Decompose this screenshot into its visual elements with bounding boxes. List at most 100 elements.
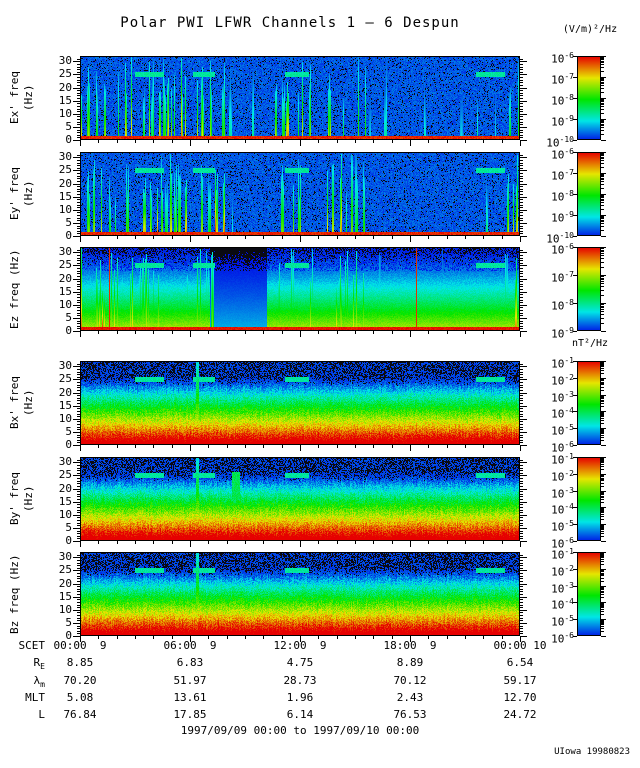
- axis-tick: [520, 398, 523, 399]
- axis-tick: [520, 184, 527, 185]
- axis-tick: [502, 445, 503, 448]
- axis-tick: [153, 331, 154, 334]
- axis-tick: [520, 160, 523, 161]
- axis-tick: [601, 512, 604, 513]
- axis-tick: [601, 492, 604, 493]
- axis-tick: [135, 140, 136, 143]
- axis-tick: [117, 636, 118, 639]
- axis-tick: [98, 445, 99, 448]
- axis-tick: [601, 478, 604, 479]
- axis-tick: [520, 323, 523, 324]
- axis-tick: [601, 445, 606, 446]
- axis-tick: [520, 628, 523, 629]
- axis-tick: [73, 445, 80, 446]
- axis-tick: [601, 626, 604, 627]
- axis-tick: [73, 366, 80, 367]
- axis-tick: [465, 331, 466, 334]
- axis-tick: [573, 119, 577, 120]
- ytick-label: 5: [65, 119, 72, 133]
- axis-tick: [77, 565, 80, 566]
- axis-tick: [601, 247, 606, 248]
- axis-tick: [77, 186, 80, 187]
- axis-tick: [73, 557, 80, 558]
- axis-tick: [77, 473, 80, 474]
- axis-tick: [601, 363, 604, 364]
- axis-tick: [601, 602, 606, 603]
- spectrogram-Bx: [80, 361, 520, 445]
- axis-tick: [601, 413, 604, 414]
- ytick-label: 30: [58, 455, 72, 469]
- axis-tick: [520, 555, 523, 556]
- axis-tick: [410, 331, 411, 337]
- axis-tick: [73, 292, 80, 293]
- axis-tick: [601, 58, 604, 59]
- axis-tick: [77, 408, 80, 409]
- axis-tick: [263, 236, 264, 239]
- axis-tick: [520, 364, 523, 365]
- axis-tick: [428, 636, 429, 639]
- axis-tick: [428, 236, 429, 239]
- axis-tick: [601, 304, 604, 305]
- axis-tick: [601, 99, 604, 100]
- axis-tick: [410, 445, 411, 451]
- axis-tick: [601, 428, 606, 429]
- eph-value: 24.72: [503, 708, 537, 721]
- axis-tick: [465, 541, 466, 544]
- axis-tick: [520, 382, 523, 383]
- axis-tick: [520, 122, 523, 123]
- axis-tick: [601, 230, 604, 231]
- axis-tick: [601, 420, 604, 421]
- axis-tick: [77, 178, 80, 179]
- axis-tick: [601, 475, 604, 476]
- axis-tick: [428, 541, 429, 544]
- axis-tick: [573, 586, 577, 587]
- axis-tick: [520, 61, 527, 62]
- axis-tick: [601, 459, 604, 460]
- axis-tick: [520, 210, 527, 211]
- axis-tick: [520, 328, 523, 329]
- axis-tick: [520, 403, 523, 404]
- axis-tick: [601, 499, 604, 500]
- axis-tick: [573, 552, 577, 553]
- axis-tick: [520, 578, 523, 579]
- axis-tick: [601, 221, 604, 222]
- axis-tick: [337, 331, 338, 334]
- axis-tick: [520, 528, 527, 529]
- ytick-label: 30: [58, 359, 72, 373]
- axis-tick: [135, 541, 136, 544]
- axis-tick: [601, 121, 604, 122]
- axis-tick: [520, 220, 523, 221]
- axis-tick: [601, 387, 604, 388]
- axis-tick: [520, 390, 523, 391]
- axis-tick: [520, 194, 523, 195]
- axis-tick: [77, 233, 80, 234]
- ytick-label: 15: [58, 93, 72, 107]
- axis-tick: [153, 140, 154, 143]
- axis-tick: [520, 507, 523, 508]
- axis-tick: [520, 231, 523, 232]
- axis-tick: [601, 157, 604, 158]
- colorbar-tick-label: 10-2: [551, 563, 574, 579]
- axis-tick: [520, 435, 523, 436]
- axis-tick: [77, 82, 80, 83]
- axis-tick: [601, 199, 604, 200]
- colorbar-tick-label: 10-9: [551, 326, 574, 341]
- colorbar-tick-label: 10-8: [551, 298, 574, 313]
- colorbar-tick-label: 10-10: [546, 231, 574, 246]
- axis-tick: [337, 636, 338, 639]
- axis-tick: [520, 72, 523, 73]
- axis-tick: [77, 573, 80, 574]
- axis-tick: [601, 411, 606, 412]
- axis-tick: [601, 306, 604, 307]
- axis-tick: [601, 364, 604, 365]
- axis-tick: [77, 411, 80, 412]
- axis-tick: [520, 205, 523, 206]
- axis-tick: [601, 366, 604, 367]
- axis-tick: [520, 510, 523, 511]
- axis-tick: [73, 528, 80, 529]
- axis-tick: [373, 541, 374, 544]
- axis-tick: [73, 127, 80, 128]
- axis-tick: [77, 286, 80, 287]
- axis-tick: [520, 207, 523, 208]
- axis-tick: [601, 400, 604, 401]
